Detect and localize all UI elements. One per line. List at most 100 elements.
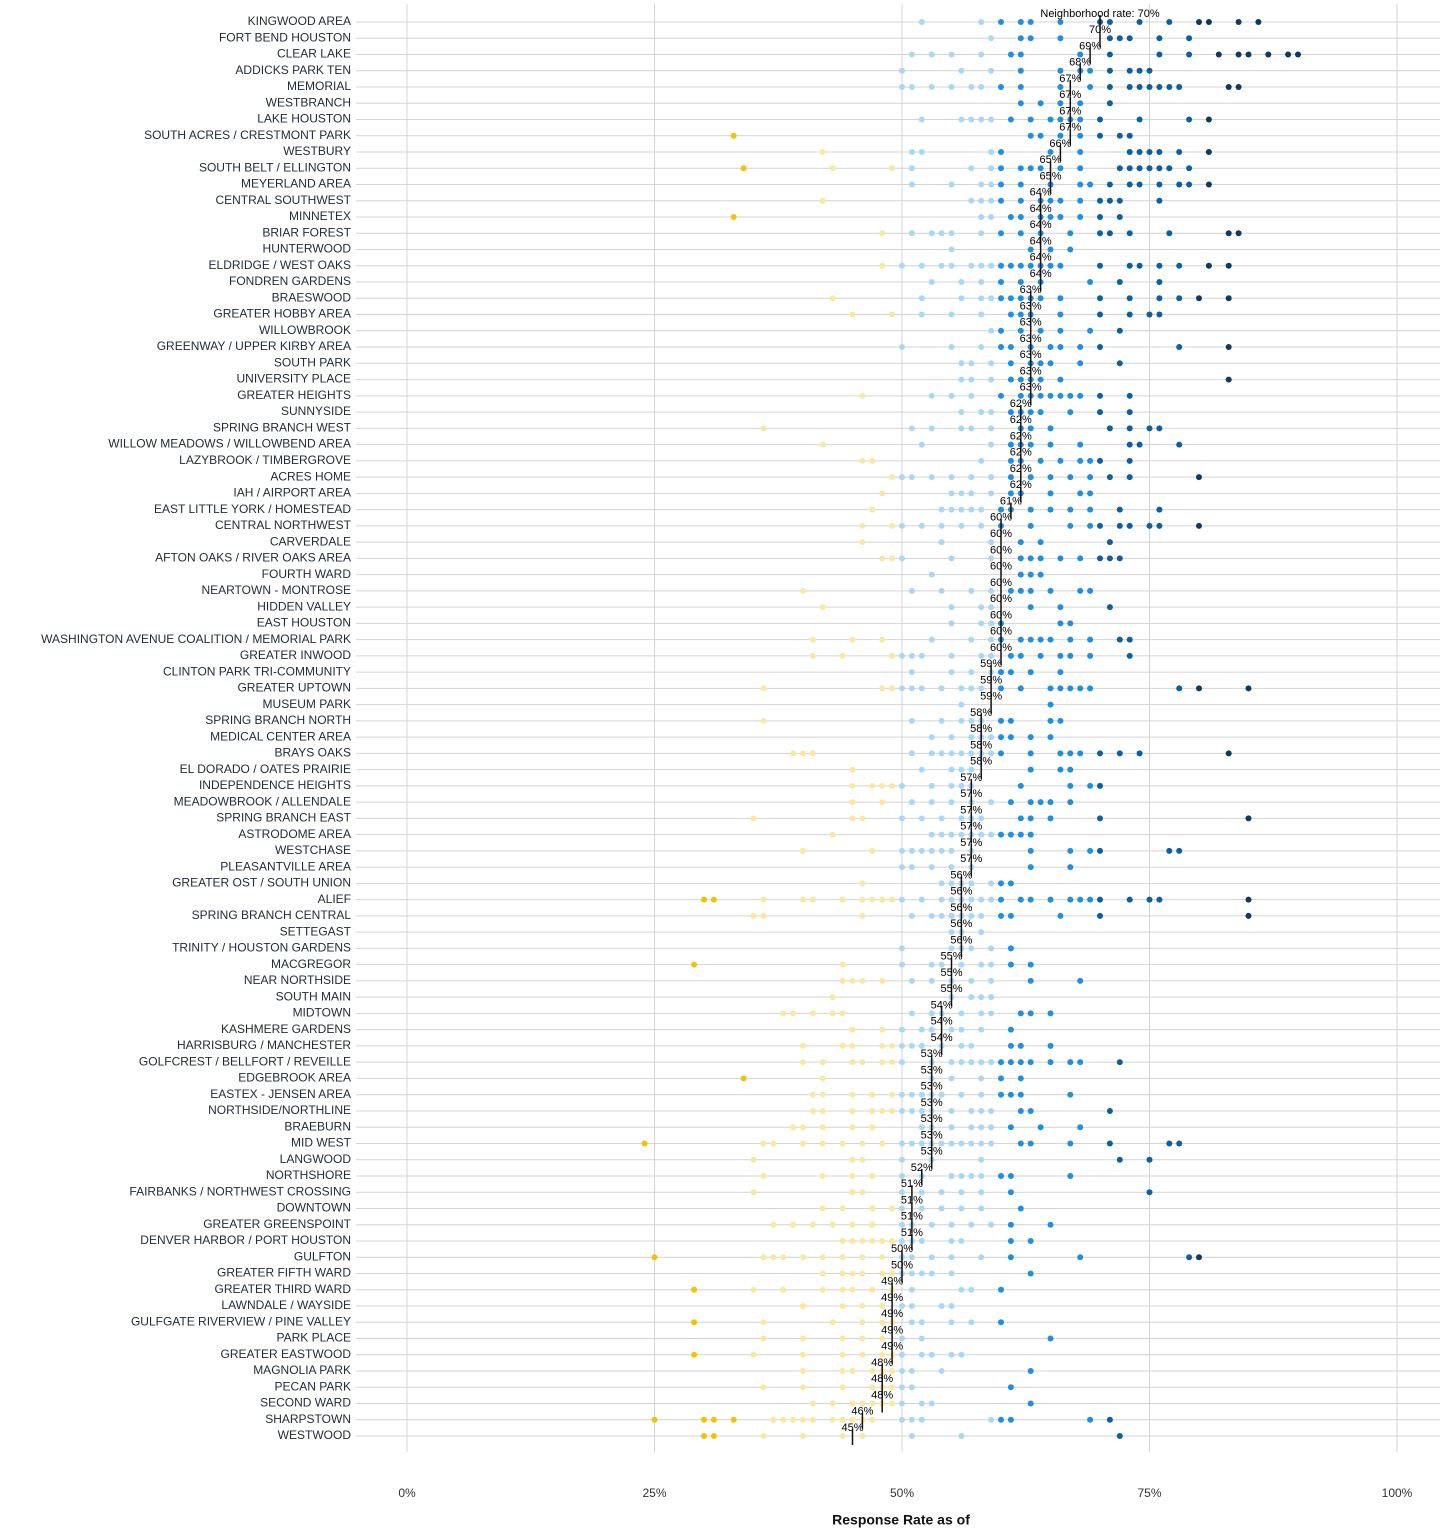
tract-dot bbox=[1097, 230, 1103, 237]
tract-dot bbox=[1067, 896, 1074, 903]
tract-dot bbox=[879, 896, 886, 903]
tract-dot bbox=[899, 1059, 905, 1066]
tract-dot bbox=[978, 1075, 985, 1082]
tract-dot bbox=[1057, 35, 1064, 42]
tract-dot bbox=[1126, 652, 1133, 659]
tract-dot bbox=[908, 1433, 915, 1439]
tract-dot bbox=[1037, 636, 1044, 643]
tract-dot bbox=[1126, 230, 1133, 237]
tract-dot bbox=[918, 1351, 925, 1358]
tract-dot bbox=[859, 815, 866, 822]
tract-dot bbox=[908, 652, 915, 659]
tract-dot bbox=[998, 344, 1004, 351]
category-label: UNIVERSITY PLACE bbox=[237, 372, 351, 386]
tract-dot bbox=[1007, 1189, 1014, 1196]
tract-dot bbox=[948, 1107, 955, 1114]
tract-dot bbox=[1077, 181, 1084, 188]
rate-label: 60% bbox=[990, 544, 1012, 556]
tract-dot bbox=[1126, 84, 1133, 91]
tract-dot bbox=[968, 165, 975, 172]
tract-dot bbox=[998, 19, 1004, 25]
tract-dot bbox=[988, 360, 995, 367]
tract-dot bbox=[1097, 912, 1103, 919]
tract-dot bbox=[800, 1059, 806, 1066]
tract-dot bbox=[1087, 652, 1094, 659]
tract-dot bbox=[968, 750, 975, 757]
category-label: GREATER INWOOD bbox=[240, 648, 351, 662]
rate-label: 50% bbox=[891, 1243, 913, 1255]
tract-dot bbox=[1027, 1010, 1034, 1017]
rate-label: 65% bbox=[1039, 154, 1061, 166]
category-label: MEMORIAL bbox=[287, 79, 351, 93]
tract-dot bbox=[1077, 360, 1084, 367]
tract-dot bbox=[1027, 441, 1034, 448]
tract-dot bbox=[1077, 441, 1084, 448]
tract-dot bbox=[998, 197, 1004, 204]
tract-dot bbox=[1106, 84, 1113, 91]
tract-dot bbox=[978, 1059, 985, 1066]
tract-dot bbox=[1116, 197, 1123, 204]
tract-dot bbox=[899, 84, 905, 91]
tract-dot bbox=[1017, 279, 1024, 286]
tract-dot bbox=[908, 1286, 915, 1293]
tract-dot bbox=[918, 652, 925, 659]
tract-dot bbox=[998, 1059, 1004, 1066]
tract-dot bbox=[1097, 344, 1103, 351]
rate-label: 49% bbox=[881, 1308, 903, 1320]
tract-dot bbox=[1067, 782, 1074, 789]
tract-dot bbox=[968, 669, 975, 676]
tract-dot bbox=[1057, 262, 1064, 269]
tract-dot bbox=[859, 522, 866, 529]
rate-label: 64% bbox=[1030, 187, 1052, 199]
tract-dot bbox=[730, 132, 737, 139]
tract-dot bbox=[1097, 116, 1103, 123]
tract-dot bbox=[1116, 35, 1123, 42]
tract-dot bbox=[691, 1286, 698, 1293]
tract-dot bbox=[869, 1384, 876, 1391]
tract-dot bbox=[819, 1172, 826, 1179]
tract-dot bbox=[899, 685, 905, 692]
tract-dot bbox=[889, 522, 896, 529]
tract-dot bbox=[928, 1010, 935, 1017]
tract-dot bbox=[1146, 425, 1153, 432]
tract-dot bbox=[1116, 1156, 1123, 1163]
tract-dot bbox=[800, 1416, 806, 1423]
tract-dot bbox=[899, 1107, 905, 1114]
tract-dot bbox=[1027, 636, 1034, 643]
tract-dot bbox=[829, 1010, 836, 1017]
tract-dot bbox=[968, 474, 975, 481]
tract-dot bbox=[1047, 701, 1054, 708]
category-label: SETTEGAST bbox=[280, 924, 352, 938]
rate-label: 53% bbox=[921, 1064, 943, 1076]
category-label: GULFGATE RIVERVIEW / PINE VALLEY bbox=[131, 1314, 351, 1328]
tract-dot bbox=[918, 766, 925, 773]
tract-dot bbox=[928, 782, 935, 789]
tract-dot bbox=[1017, 1091, 1024, 1098]
tract-dot bbox=[1047, 246, 1054, 253]
tract-dot bbox=[859, 1254, 866, 1261]
tract-dot bbox=[819, 604, 826, 611]
rate-label: 62% bbox=[1010, 463, 1032, 475]
tract-dot bbox=[968, 896, 975, 903]
tract-dot bbox=[1017, 1107, 1024, 1114]
tract-dot bbox=[800, 1384, 806, 1391]
tract-dot bbox=[1007, 1172, 1014, 1179]
tract-dot bbox=[889, 685, 896, 692]
tract-dot bbox=[988, 636, 995, 643]
tract-dot bbox=[948, 246, 955, 253]
tract-dot bbox=[1027, 409, 1034, 416]
tract-dot bbox=[998, 896, 1004, 903]
tract-dot bbox=[691, 961, 698, 968]
tract-dot bbox=[968, 766, 975, 773]
tract-dot bbox=[1077, 392, 1084, 399]
tract-dot bbox=[948, 847, 955, 854]
rate-label: 60% bbox=[990, 593, 1012, 605]
tract-dot bbox=[1017, 197, 1024, 204]
tract-dot bbox=[1087, 685, 1094, 692]
tract-dot bbox=[869, 896, 876, 903]
tract-dot bbox=[1126, 132, 1133, 139]
tract-dot bbox=[968, 945, 975, 952]
tract-dot bbox=[988, 961, 995, 968]
tract-dot bbox=[1047, 734, 1054, 741]
tract-dot bbox=[1156, 35, 1163, 42]
